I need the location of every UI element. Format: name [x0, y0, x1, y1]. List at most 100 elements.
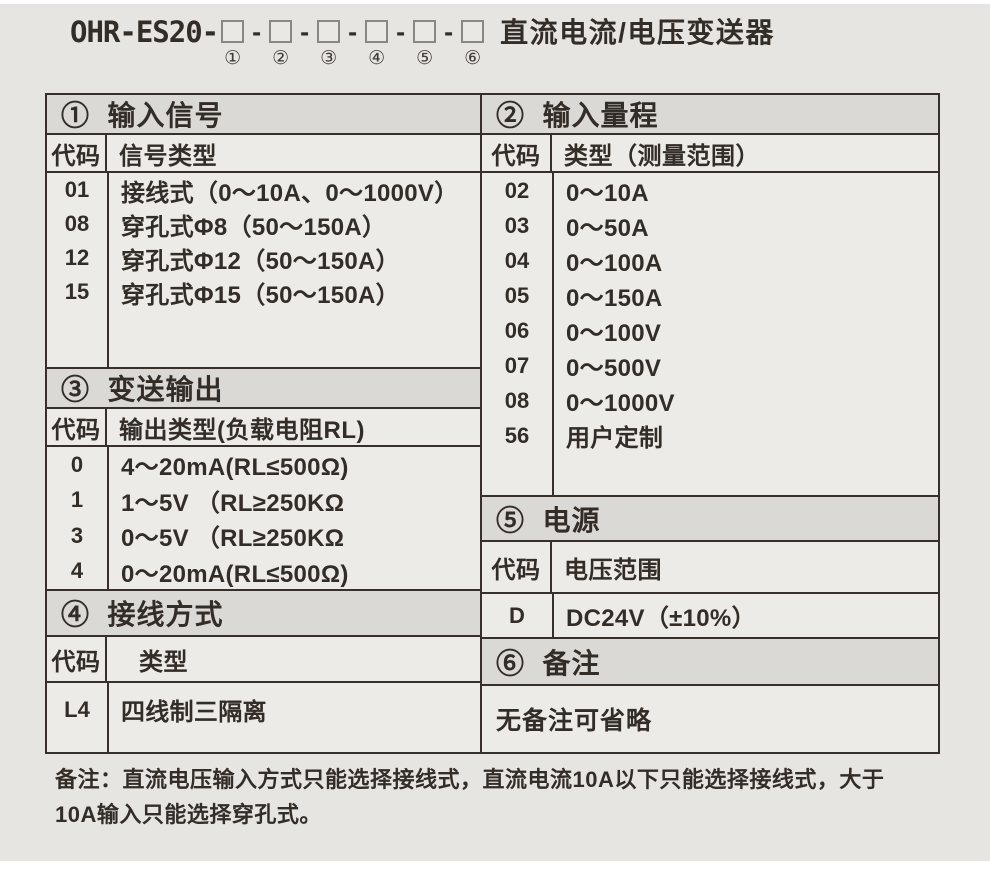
- table-row: 04 0～100A: [482, 243, 938, 278]
- code-cell: 02: [504, 177, 530, 203]
- code-cell: 12: [64, 245, 90, 270]
- column-header-row: 代码 信号类型: [47, 135, 480, 173]
- value-cell: 0～50A: [566, 215, 649, 242]
- table-row: 15 穿孔式Φ15（50～150A）: [47, 275, 480, 309]
- code-header: 代码: [482, 542, 552, 592]
- circled-number: ①: [224, 48, 242, 69]
- dash-separator: -: [300, 17, 310, 47]
- model-code-boxes: ①-②-③-④-⑤-⑥: [221, 16, 485, 69]
- table-row: 01 接线式（0～10A、0～1000V）: [47, 173, 480, 207]
- circled-number: ②: [272, 48, 290, 69]
- value-cell: 穿孔式Φ8（50～150A）: [121, 213, 387, 241]
- wiring-rows: L4 四线制三隔离: [47, 683, 480, 752]
- code-box: [269, 20, 293, 43]
- dash-separator: -: [348, 17, 358, 47]
- code-cell: 1: [70, 487, 84, 513]
- code-cell: 08: [504, 387, 530, 413]
- remark-note: 无备注可省略: [496, 707, 653, 735]
- table-row: 03 0～50A: [482, 208, 938, 243]
- table-row: 02 0～10A: [482, 173, 938, 208]
- input-signal-rows: 01 接线式（0～10A、0～1000V） 08 穿孔式Φ8（50～150A） 12 穿孔…: [47, 173, 480, 369]
- code-cell: 03: [504, 212, 530, 238]
- code-header: 代码: [482, 135, 552, 171]
- value-cell: 穿孔式Φ12（50～150A）: [121, 247, 400, 275]
- code-cell: 01: [64, 177, 90, 202]
- footnote-line: 10A输入只能选择穿孔式。: [55, 802, 322, 827]
- type-header: 输出类型(负载电阻RL): [119, 416, 365, 444]
- table-row: 3 0～5V （RL≥250KΩ: [47, 518, 480, 554]
- table-row: 1 1～5V （RL≥250KΩ: [47, 483, 480, 519]
- section-header-input-signal: ① 输入信号: [47, 95, 480, 135]
- code-cell: 0: [70, 451, 84, 477]
- code-box: [365, 20, 389, 43]
- table-row: 08 0～1000V: [482, 383, 938, 418]
- dash-separator: -: [444, 17, 454, 47]
- column-header-row: 代码 类型（测量范围）: [482, 135, 938, 173]
- circled-number: ⑥: [464, 48, 482, 69]
- code-box-unit: ⑥: [461, 16, 485, 69]
- value-cell: 四线制三隔离: [121, 699, 267, 726]
- circled-number: ③: [320, 48, 338, 69]
- value-cell: 0～150A: [566, 285, 663, 312]
- column-header-row: 代码 输出类型(负载电阻RL): [47, 409, 480, 447]
- table-row: D DC24V（±10%）: [482, 594, 938, 637]
- value-cell: DC24V（±10%）: [566, 605, 756, 632]
- code-box-unit: ③: [317, 16, 341, 69]
- type-header: 电压范围: [564, 556, 662, 584]
- product-name: 直流电流/电压变送器: [500, 17, 775, 48]
- dash-separator: -: [252, 17, 262, 47]
- section-header-power: ⑤ 电源: [482, 497, 938, 542]
- code-box-unit: ①: [221, 16, 245, 69]
- type-header: 类型（测量范围）: [564, 142, 760, 170]
- code-cell: D: [509, 602, 525, 628]
- table-row: 12 穿孔式Φ12（50～150A）: [47, 241, 480, 275]
- code-box: [317, 20, 341, 43]
- section-header-output: ③ 变送输出: [47, 369, 480, 409]
- value-cell: 0～100A: [566, 250, 663, 277]
- code-cell: L4: [64, 696, 90, 722]
- table-row: 0 4～20mA(RL≤500Ω): [47, 447, 480, 483]
- section-header-remark: ⑥ 备注: [482, 639, 938, 686]
- value-cell: 4～20mA(RL≤500Ω): [121, 454, 349, 482]
- code-cell: 4: [70, 558, 84, 584]
- code-header: 代码: [47, 637, 107, 681]
- circled-number: ④: [368, 48, 386, 69]
- power-rows: D DC24V（±10%）: [482, 594, 938, 639]
- table-row: 08 穿孔式Φ8（50～150A）: [47, 207, 480, 241]
- code-cell: 07: [504, 352, 530, 378]
- value-cell: 0～5V （RL≥250KΩ: [121, 525, 345, 553]
- table-column-left: ① 输入信号 代码 信号类型 01 接线式（0～10A、0～1000V） 08 穿孔式…: [47, 95, 482, 752]
- column-header-row: 代码 电压范围: [482, 542, 938, 594]
- spec-table: ① 输入信号 代码 信号类型 01 接线式（0～10A、0～1000V） 08 穿孔式…: [45, 93, 940, 754]
- code-box: [461, 20, 485, 43]
- footnote-line: 备注：直流电压输入方式只能选择接线式，直流电流10A以下只能选择接线式，大于: [55, 767, 885, 792]
- table-row: 56 用户定制: [482, 418, 938, 453]
- value-cell: 接线式（0～10A、0～1000V）: [121, 179, 459, 207]
- code-box: [221, 20, 245, 43]
- table-row: 05 0～150A: [482, 278, 938, 313]
- code-cell: 05: [504, 282, 530, 308]
- section-header-wiring: ④ 接线方式: [47, 591, 480, 637]
- code-box: [413, 20, 437, 43]
- code-cell: 04: [504, 247, 530, 273]
- code-cell: 3: [70, 522, 84, 548]
- type-header: 类型: [139, 648, 188, 676]
- table-row: L4 四线制三隔离: [47, 683, 480, 736]
- column-header-row: 代码 类型: [47, 637, 480, 683]
- code-box-unit: ⑤: [413, 16, 437, 69]
- code-header: 代码: [47, 135, 107, 171]
- value-cell: 0～1000V: [566, 390, 675, 417]
- value-cell: 0～10A: [566, 180, 649, 207]
- value-cell: 0～100V: [566, 320, 662, 347]
- table-row: 07 0～500V: [482, 348, 938, 383]
- code-cell: 08: [64, 211, 90, 236]
- value-cell: 用户定制: [566, 425, 664, 452]
- circled-number: ⑤: [416, 48, 434, 69]
- value-cell: 穿孔式Φ15（50～150A）: [121, 281, 400, 309]
- code-header: 代码: [47, 409, 107, 445]
- model-prefix: OHR-ES20-: [70, 15, 219, 49]
- code-cell: 56: [504, 422, 530, 448]
- type-header: 信号类型: [119, 142, 217, 170]
- code-box-unit: ④: [365, 16, 389, 69]
